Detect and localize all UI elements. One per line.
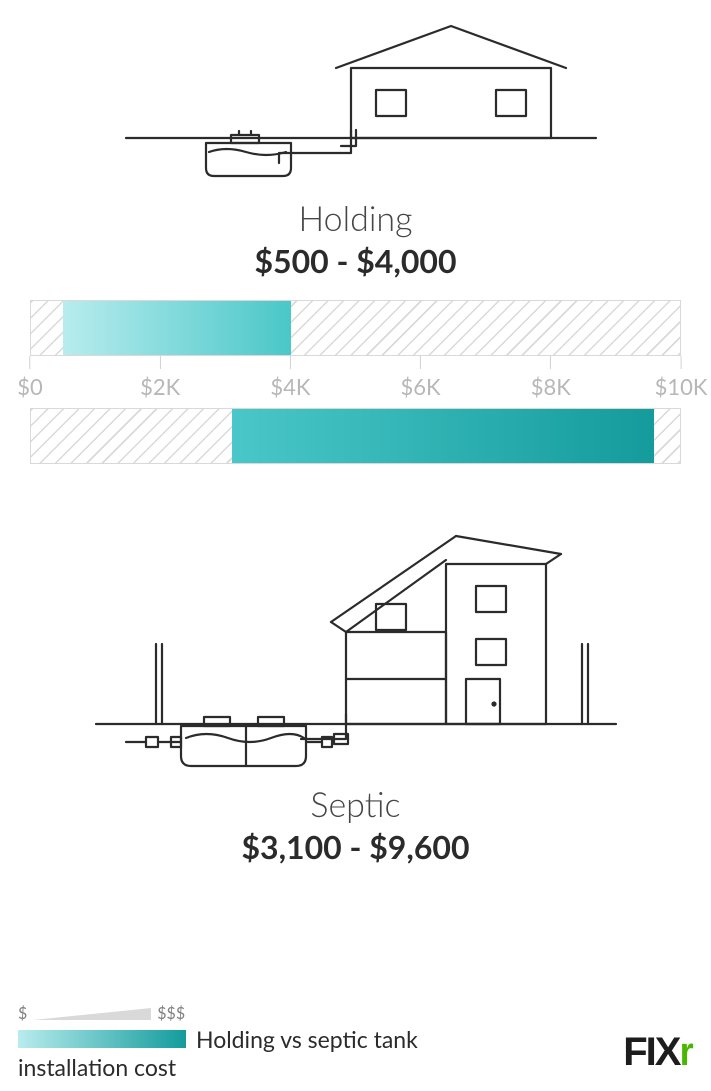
axis-tick: $2K: [140, 356, 180, 400]
holding-price: $500 - $4,000: [0, 241, 711, 280]
axis-tick-label: $6K: [401, 373, 441, 400]
brand-text: FIX: [623, 1030, 679, 1074]
axis: $0$2K$4K$6K$8K$10K: [30, 356, 681, 408]
footer: $ $$$ Holding vs septic tank installatio…: [18, 1004, 693, 1081]
holding-title: Holding: [0, 198, 711, 239]
septic-bar-track: [30, 408, 681, 464]
axis-tick: $0: [17, 356, 43, 400]
brand-logo: FIXr: [623, 1030, 693, 1075]
axis-tick: $4K: [270, 356, 310, 400]
septic-price: $3,100 - $9,600: [0, 827, 711, 866]
brand-accent: r: [680, 1030, 692, 1075]
holding-illustration: [96, 18, 616, 198]
axis-tick-label: $4K: [270, 373, 310, 400]
legend-bar-row: Holding vs septic tank: [18, 1025, 693, 1053]
axis-tick-label: $8K: [531, 373, 571, 400]
septic-title: Septic: [0, 784, 711, 825]
legend-wedge-icon: [33, 1008, 151, 1020]
axis-tick-label: $10K: [655, 373, 708, 400]
axis-tick-label: $0: [17, 373, 43, 400]
legend-high-symbol: $$$: [157, 1004, 185, 1023]
holding-bar-track: [30, 300, 681, 356]
axis-tick: $10K: [655, 356, 708, 400]
range-chart: $0$2K$4K$6K$8K$10K: [30, 300, 681, 464]
legend-text-line2: installation cost: [18, 1053, 693, 1081]
septic-bar-fill: [232, 409, 654, 463]
axis-tick: $6K: [401, 356, 441, 400]
legend-gradient-bar: [18, 1030, 186, 1048]
axis-tick-label: $2K: [140, 373, 180, 400]
legend-scale: $ $$$: [18, 1004, 693, 1023]
legend-text: Holding vs septic tank: [196, 1025, 418, 1053]
legend-low-symbol: $: [18, 1004, 27, 1023]
holding-bar-fill: [63, 301, 290, 355]
axis-tick: $8K: [531, 356, 571, 400]
septic-illustration: [76, 494, 636, 784]
